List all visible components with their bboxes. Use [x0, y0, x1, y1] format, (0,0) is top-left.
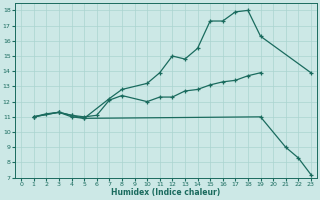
X-axis label: Humidex (Indice chaleur): Humidex (Indice chaleur) — [111, 188, 221, 197]
